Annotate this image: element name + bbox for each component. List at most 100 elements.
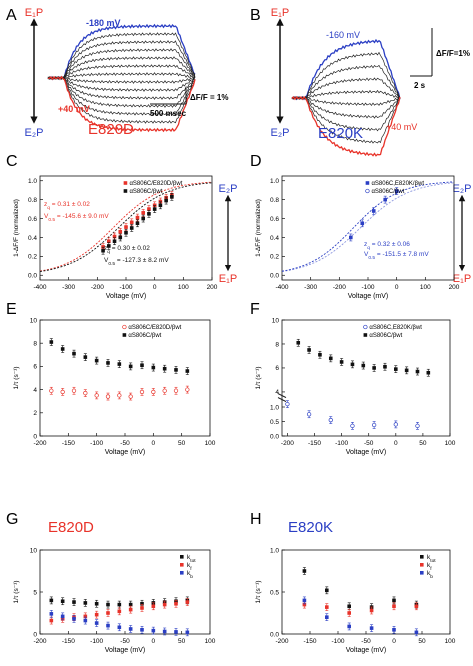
voltage-label-negative: -160 mV xyxy=(326,30,360,40)
fluorescence-traces xyxy=(291,38,401,157)
data-point xyxy=(185,600,190,604)
x-tick-label: -100 xyxy=(361,284,374,291)
data-point xyxy=(60,614,65,619)
data-point xyxy=(306,412,312,417)
data-point xyxy=(117,602,122,607)
x-tick-label: 50 xyxy=(419,440,427,447)
chart-h: -200 -150 -100 -50 0 50 100 0.0 0.5 1.0 Voltage (m… xyxy=(255,547,456,654)
panel-letter-h: H xyxy=(250,511,262,528)
legend-label: αS806C/βwt xyxy=(129,189,162,195)
data-point xyxy=(124,225,128,229)
data-point xyxy=(185,630,190,635)
mutant-label: E820K xyxy=(318,125,363,142)
legend-marker xyxy=(420,555,424,559)
y-axis-label: 1-ΔF/F (normalized) xyxy=(255,199,262,257)
data-point xyxy=(139,389,145,395)
data-point xyxy=(394,367,398,371)
annotation: V0.5 = -151.5 ± 7.8 mV xyxy=(364,251,429,261)
x-tick-label: -300 xyxy=(62,284,75,291)
panel-letter-e: E xyxy=(6,301,17,318)
data-point xyxy=(140,363,144,368)
data-point xyxy=(128,607,133,612)
series xyxy=(285,400,420,430)
trace-line xyxy=(291,89,401,100)
fit-curve xyxy=(281,182,455,272)
y-tick-label: 6 xyxy=(275,365,279,372)
data-point xyxy=(350,423,355,429)
data-point xyxy=(349,235,353,240)
data-point xyxy=(361,363,366,368)
data-point xyxy=(107,244,111,248)
series xyxy=(302,596,419,637)
trace-line xyxy=(47,76,196,116)
series xyxy=(302,567,419,611)
x-tick-label: -400 xyxy=(33,284,46,291)
state-label-bottom: E₂P xyxy=(271,127,290,139)
x-tick-label: 0 xyxy=(395,284,399,291)
legend-label: ktot xyxy=(427,554,436,564)
y-tick-label: 4 xyxy=(275,389,279,396)
data-point xyxy=(415,369,420,374)
data-point xyxy=(60,389,65,395)
state-label-bottom: E₁P xyxy=(453,273,471,285)
legend-label: αS806C,E820K/βwt xyxy=(371,181,424,187)
y-tick-label: 1.0 xyxy=(28,178,37,185)
y-tick-label: 0.0 xyxy=(270,631,279,638)
data-point xyxy=(112,239,117,244)
data-point xyxy=(307,348,311,352)
x-axis-label: Voltage (mV) xyxy=(106,293,146,300)
chart-f: -200 -150 -100 -50 0 50 100 4 6 8 10 0.0 0.5 1.0 Volta… xyxy=(255,317,456,456)
x-tick-label: 100 xyxy=(420,284,431,291)
trace-line xyxy=(291,64,401,100)
y-tick-label: 0.6 xyxy=(28,216,37,223)
series xyxy=(49,385,190,401)
x-tick-label: 200 xyxy=(207,284,218,291)
data-point xyxy=(60,347,65,351)
state-label-bottom: E₂P xyxy=(25,127,44,139)
data-point xyxy=(392,604,396,609)
scale-dff: ΔF/F = 1% xyxy=(190,93,228,102)
x-tick-label: -300 xyxy=(304,284,317,291)
panel-letter-g: G xyxy=(6,511,18,528)
x-tick-label: -150 xyxy=(62,638,75,645)
data-point xyxy=(72,600,76,604)
y-tick-label: 0.5 xyxy=(270,419,279,426)
state-label-top: E₁P xyxy=(271,7,289,19)
panel-letter-f: F xyxy=(250,301,260,318)
x-tick-label: 0 xyxy=(153,284,157,291)
state-label-bottom: E₁P xyxy=(219,273,237,285)
y-tick-label: 0.0 xyxy=(28,273,37,280)
x-axis-label: Voltage (mV) xyxy=(346,449,386,456)
data-point xyxy=(106,602,110,607)
x-tick-label: 50 xyxy=(418,638,426,645)
data-point xyxy=(414,630,419,635)
data-point xyxy=(302,602,307,607)
data-point xyxy=(49,618,54,623)
y-tick-label: 0.5 xyxy=(270,589,279,596)
data-point xyxy=(128,602,133,607)
data-point xyxy=(173,388,179,393)
data-point xyxy=(162,388,167,393)
data-point xyxy=(392,598,396,603)
fit-curve xyxy=(281,181,455,272)
plot-frame xyxy=(281,319,451,437)
annotation: V0.5 = -145.6 ± 9.0 mV xyxy=(44,213,109,223)
y-tick-label: 10 xyxy=(30,547,38,554)
data-point xyxy=(106,361,110,365)
x-tick-label: -200 xyxy=(33,638,46,645)
trace-line xyxy=(47,75,196,133)
y-tick-label: 2 xyxy=(33,410,37,417)
data-point xyxy=(106,623,110,628)
data-point xyxy=(383,364,387,369)
legend-label: kf xyxy=(427,562,432,572)
y-tick-label: 1.0 xyxy=(270,178,279,185)
data-point xyxy=(158,203,163,208)
data-point xyxy=(83,601,88,605)
data-point xyxy=(339,360,344,364)
data-point xyxy=(151,604,156,609)
series xyxy=(49,596,190,609)
state-arrow-c: E₂P E₁P xyxy=(219,183,238,285)
x-tick-label: 0 xyxy=(392,638,396,645)
legend-label: αS806C,E820K/βwt xyxy=(369,325,422,331)
data-point xyxy=(350,362,355,367)
